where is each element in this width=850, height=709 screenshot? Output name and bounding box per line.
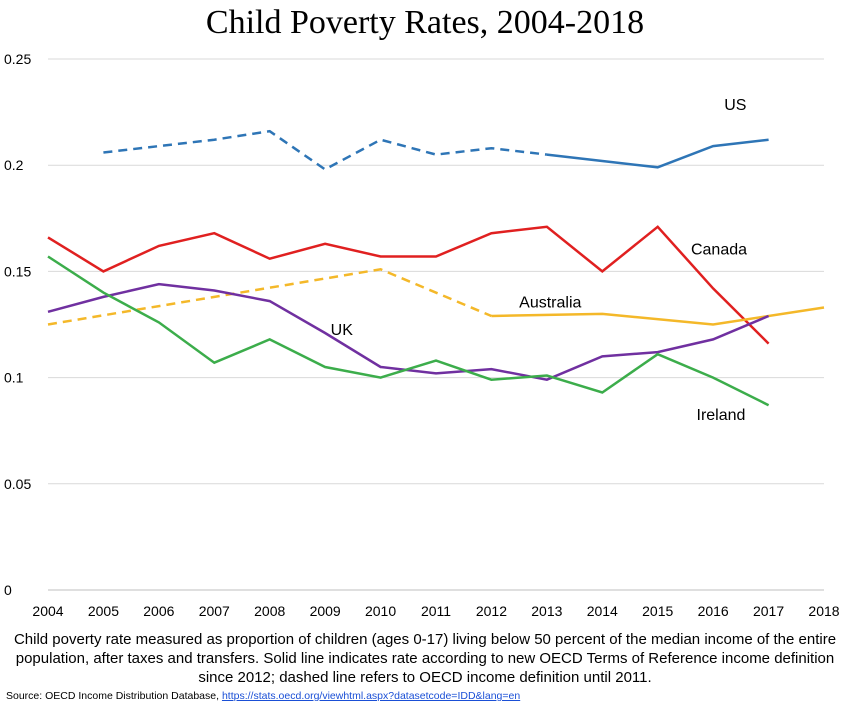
chart-caption: Child poverty rate measured as proportio…: [13, 631, 837, 686]
line-chart: 0 0.05 0.1 0.15 0.2 0.25 2004 2005 2006 2007 2008…: [4, 51, 840, 619]
x-tick-label: 2009: [310, 603, 341, 619]
y-axis-ticks: 0 0.05 0.1 0.15 0.2 0.25: [4, 51, 31, 598]
x-tick-label: 2006: [143, 603, 174, 619]
source-link[interactable]: https://stats.oecd.org/viewhtml.aspx?dat…: [221, 690, 521, 702]
series-lines: [47, 129, 825, 407]
series-label-australia: Australia: [519, 295, 581, 312]
source-prefix: Source: OECD Income Distribution Databas…: [6, 690, 222, 702]
y-tick-label: 0.05: [4, 476, 31, 492]
x-tick-label: 2015: [642, 603, 673, 619]
series-us-dashed-line: [103, 129, 548, 171]
x-tick-label: 2013: [531, 603, 562, 619]
x-axis-ticks: 2004 2005 2006 2007 2008 2009 2010 2011 2012 2013…: [32, 603, 839, 619]
x-tick-label: 2007: [199, 603, 230, 619]
chart-title: Child Poverty Rates, 2004-2018: [205, 4, 645, 41]
x-tick-label: 2005: [88, 603, 119, 619]
x-tick-label: 2017: [753, 603, 784, 619]
series-labels: US Canada Australia UK Ireland: [331, 97, 747, 424]
series-canada-solid-line: [47, 225, 770, 345]
series-label-ireland: Ireland: [697, 407, 746, 424]
series-ireland-solid-line: [47, 255, 770, 407]
y-tick-label: 0.1: [4, 370, 24, 386]
y-tick-label: 0.15: [4, 263, 31, 279]
series-australia-dashed-line: [47, 268, 492, 326]
x-tick-label: 2008: [254, 603, 285, 619]
x-tick-label: 2016: [698, 603, 729, 619]
series-label-us: US: [724, 97, 746, 114]
series-us-solid-line: [546, 138, 769, 169]
y-tick-label: 0.2: [4, 157, 24, 173]
series-label-uk: UK: [331, 322, 354, 339]
x-tick-label: 2011: [421, 603, 451, 619]
series-label-canada: Canada: [691, 241, 747, 258]
source-note: Source: OECD Income Distribution Databas…: [6, 690, 520, 702]
x-tick-label: 2012: [476, 603, 507, 619]
x-tick-label: 2014: [587, 603, 618, 619]
x-tick-label: 2004: [32, 603, 63, 619]
gridlines: [48, 58, 824, 591]
series-uk-solid-line: [47, 282, 770, 381]
y-tick-label: 0.25: [4, 51, 31, 67]
x-tick-label: 2018: [808, 603, 839, 619]
y-tick-label: 0: [4, 582, 12, 598]
x-tick-label: 2010: [365, 603, 396, 619]
